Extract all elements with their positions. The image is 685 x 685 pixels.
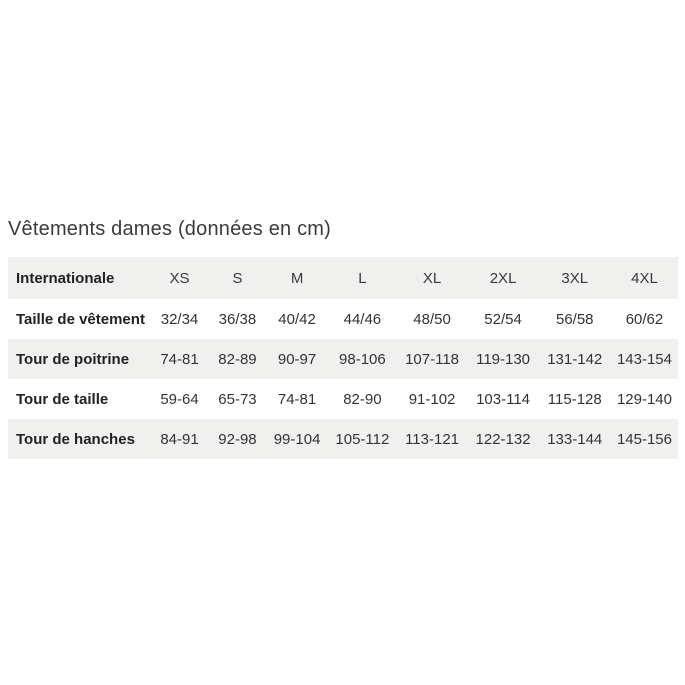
value-cell: 32/34 xyxy=(160,310,199,328)
value-cell: 105-112 xyxy=(335,430,390,448)
row-label: Taille de vêtement xyxy=(16,310,145,328)
header-size-s: S xyxy=(232,269,243,287)
table-header: Internationale XS S M L XL 2XL 3XL 4XL xyxy=(8,257,678,299)
page-title: Vêtements dames (données en cm) xyxy=(8,218,332,240)
value-cell: 59-64 xyxy=(160,390,199,408)
value-cell: 74-81 xyxy=(160,350,199,368)
value-cell: 52/54 xyxy=(484,310,522,328)
value-cell: 84-91 xyxy=(160,430,199,448)
value-cell: 115-128 xyxy=(547,390,602,408)
header-size-m: M xyxy=(290,269,304,287)
value-cell: 129-140 xyxy=(616,390,672,408)
value-cell: 90-97 xyxy=(277,350,317,368)
row-label: Tour de taille xyxy=(16,390,109,408)
row-label: Tour de poitrine xyxy=(16,350,130,368)
value-cell: 99-104 xyxy=(273,430,321,448)
value-cell: 133-144 xyxy=(547,430,603,448)
table-row-taille-vetement: Taille de vêtement 32/34 36/38 40/42 44/… xyxy=(8,299,678,339)
value-cell: 91-102 xyxy=(408,390,456,408)
header-size-l: L xyxy=(358,269,367,287)
table-row-tour-taille: Tour de taille 59-64 65-73 74-81 82-90 9… xyxy=(8,379,678,419)
value-cell: 82-90 xyxy=(343,390,382,408)
value-cell: 60/62 xyxy=(625,310,664,328)
value-cell: 107-118 xyxy=(405,350,460,368)
row-label: Tour de hanches xyxy=(16,430,135,448)
value-cell: 36/38 xyxy=(218,310,257,328)
header-size-2xl: 2XL xyxy=(489,269,517,287)
value-cell: 143-154 xyxy=(616,350,672,368)
header-size-xs: XS xyxy=(169,269,190,287)
value-cell: 103-114 xyxy=(476,390,531,408)
table-row-tour-hanches: Tour de hanches 84-91 92-98 99-104 105-1… xyxy=(8,419,678,459)
header-size-4xl: 4XL xyxy=(631,269,658,287)
header-size-3xl: 3XL xyxy=(561,269,589,287)
header-size-xl: XL xyxy=(422,269,442,287)
table-body: Taille de vêtement 32/34 36/38 40/42 44/… xyxy=(8,299,678,459)
value-cell: 113-121 xyxy=(405,430,460,448)
value-cell: 119-130 xyxy=(476,350,531,368)
value-cell: 48/50 xyxy=(413,310,451,328)
value-cell: 98-106 xyxy=(339,350,386,368)
size-chart-table: Internationale XS S M L XL 2XL 3XL 4XL T… xyxy=(8,257,678,459)
table-row-tour-poitrine: Tour de poitrine 74-81 82-89 90-97 98-10… xyxy=(8,339,678,379)
value-cell: 40/42 xyxy=(278,310,316,328)
value-cell: 82-89 xyxy=(218,350,257,368)
value-cell: 131-142 xyxy=(547,350,603,368)
value-cell: 92-98 xyxy=(218,430,257,448)
size-chart-section: Vêtements dames (données en cm) Internat… xyxy=(8,217,678,459)
header-row: Internationale XS S M L XL 2XL 3XL 4XL xyxy=(8,257,678,299)
value-cell: 56/58 xyxy=(555,310,594,328)
value-cell: 122-132 xyxy=(475,430,531,448)
value-cell: 44/46 xyxy=(343,310,382,328)
header-label-internationale: Internationale xyxy=(16,269,115,287)
value-cell: 74-81 xyxy=(277,390,317,408)
value-cell: 65-73 xyxy=(218,390,257,408)
value-cell: 145-156 xyxy=(616,430,672,448)
